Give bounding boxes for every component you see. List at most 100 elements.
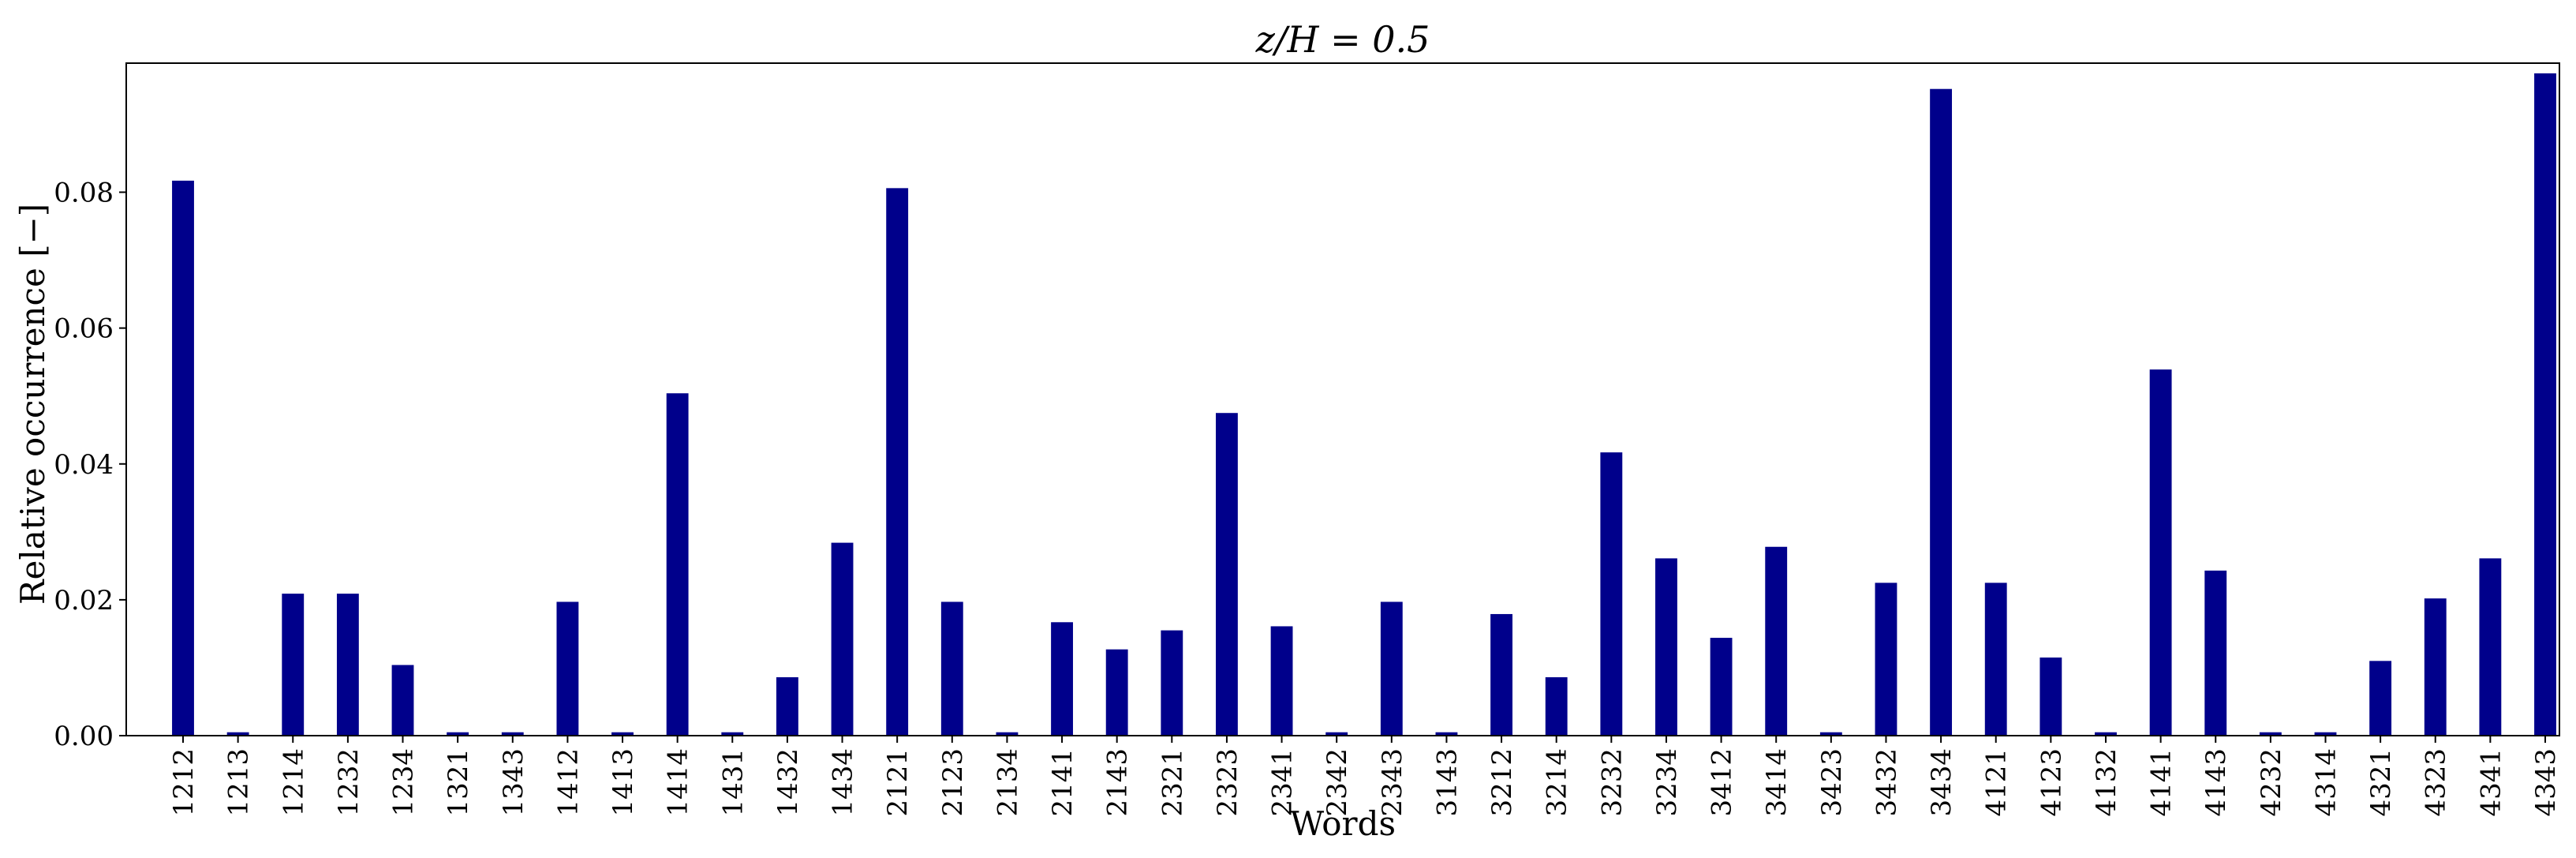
x-tick-label: 1414 [663,748,694,817]
x-axis-label: Words [1290,804,1396,843]
bar-3423 [1819,732,1842,736]
y-axis-ticks: 0.00 0.02 0.04 0.06 0.08 [54,178,126,752]
bars-group [172,73,2556,736]
x-tick-label: 4323 [2421,748,2452,817]
bar-1343 [501,732,524,736]
bar-4323 [2424,598,2447,736]
x-tick-label: 2121 [882,748,914,817]
bar-3212 [1490,613,1512,736]
bar-2121 [886,188,909,736]
bar-3234 [1655,558,1677,736]
x-tick-label: 1214 [278,748,309,817]
bar-2134 [996,732,1019,736]
bar-2342 [1325,732,1348,736]
x-tick-label: 2143 [1102,748,1134,817]
x-tick-label: 1412 [552,748,584,817]
bar-4132 [2095,732,2117,736]
x-tick-label: 4343 [2530,748,2562,817]
bar-2143 [1105,649,1128,736]
x-tick-label: 3434 [1926,748,1957,817]
x-tick-label: 1212 [168,748,200,817]
x-tick-label: 2123 [937,748,969,817]
plot-frame [125,62,2560,736]
bar-1321 [447,732,469,736]
x-tick-label: 4132 [2091,748,2122,817]
bar-2123 [940,601,963,736]
x-tick-label: 4232 [2256,748,2287,817]
chart-title: z/H = 0.5 [1255,18,1430,61]
x-tick-label: 4314 [2310,748,2342,817]
bar-4121 [1984,583,2007,736]
y-tick-label: 0.02 [54,585,114,616]
y-axis-label: Relative occurrence [−] [13,204,52,605]
bar-1412 [556,601,579,736]
x-tick-label: 3234 [1651,748,1683,817]
x-tick-label: 3412 [1707,748,1738,817]
x-tick-label: 1343 [498,748,529,817]
bar-4232 [2259,732,2282,736]
x-tick-label: 2342 [1322,748,1353,817]
x-tick-label: 3143 [1431,748,1463,817]
y-tick-label: 0.04 [54,449,114,481]
x-tick-label: 4341 [2475,748,2507,817]
bar-3143 [1435,732,1458,736]
bar-2321 [1161,630,1183,736]
bar-1432 [776,676,798,736]
x-tick-label: 1434 [828,748,859,817]
x-tick-label: 3212 [1486,748,1518,817]
x-tick-label: 4143 [2200,748,2232,817]
bar-1413 [611,732,634,736]
x-tick-label: 4321 [2365,748,2397,817]
y-tick-label: 0.08 [54,178,114,209]
x-tick-label: 1213 [223,748,255,817]
x-tick-label: 1431 [717,748,749,817]
bar-1232 [336,594,359,736]
bar-1212 [172,180,194,736]
bar-3412 [1710,638,1733,736]
x-tick-label: 3214 [1542,748,1573,817]
x-tick-label: 2323 [1212,748,1243,817]
bar-4123 [2039,658,2062,736]
x-tick-label: 3232 [1596,748,1628,817]
bar-1434 [831,542,854,736]
x-tick-label: 2134 [992,748,1023,817]
y-tick-label: 0.00 [54,721,114,752]
bar-3434 [1930,88,1953,736]
bar-3214 [1545,676,1568,736]
bar-4143 [2204,570,2227,736]
x-tick-label: 3432 [1871,748,1902,817]
x-tick-label: 1413 [608,748,639,817]
bar-4321 [2369,661,2392,736]
bar-4314 [2314,732,2337,736]
x-tick-label: 1232 [333,748,365,817]
bar-3414 [1765,546,1788,736]
bar-3232 [1600,452,1623,736]
x-tick-label: 3423 [1816,748,1848,817]
x-tick-label: 4141 [2146,748,2178,817]
bar-4141 [2149,369,2172,736]
bar-1414 [666,393,689,736]
x-tick-label: 2341 [1267,748,1299,817]
x-tick-label: 4123 [2036,748,2067,817]
bar-1213 [226,732,249,736]
x-axis-ticks: 1212 1213 1214 1232 1234 1321 1343 1412 1413 1414… [168,736,2562,817]
bar-2341 [1270,626,1293,736]
x-tick-label: 3414 [1761,748,1793,817]
bar-1234 [391,665,414,736]
bar-1214 [282,594,305,736]
bar-4343 [2534,73,2556,736]
x-tick-label: 2141 [1047,748,1079,817]
bar-3432 [1875,583,1897,736]
x-tick-label: 2343 [1377,748,1408,817]
x-tick-label: 4121 [1981,748,2013,817]
bar-4341 [2479,558,2502,736]
x-tick-label: 1321 [443,748,474,817]
bar-2141 [1051,622,1073,736]
bar-1431 [721,732,744,736]
x-tick-label: 1432 [772,748,804,817]
x-tick-label: 1234 [388,748,420,817]
x-tick-label: 2321 [1157,748,1188,817]
y-tick-label: 0.06 [54,313,114,345]
bar-2343 [1380,601,1403,736]
